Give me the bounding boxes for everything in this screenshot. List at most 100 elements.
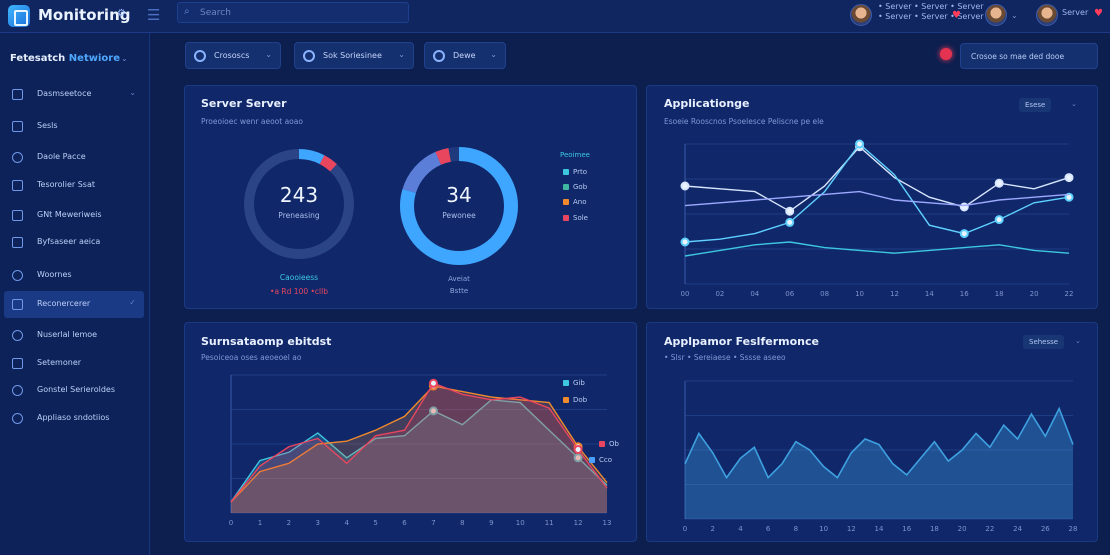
sidebar-item-label: Appliaso sndotiios [37,413,110,422]
filter-label: Sok Soriesinee [323,51,382,60]
gauge-2-stats: Bstte [449,287,469,295]
series-area [231,386,607,513]
data-point [573,453,583,463]
sidebar-item-network[interactable]: GNt Meweriweis [4,202,144,229]
filter-icon [303,50,315,62]
filter-label: Crososcs [214,51,250,60]
time-range-button[interactable]: Crosoe so mae ded dooe [960,43,1098,69]
sidebar-item-label: Reconercerer [37,299,91,308]
legend-title: Peoimee [560,151,590,159]
heart-icon[interactable]: ♥ [1094,8,1103,19]
panel-selector[interactable]: Sehesse [1023,335,1065,349]
gauge-arc-blue [244,149,354,259]
chevron-down-icon[interactable]: ⌄ [121,54,128,63]
data-point [959,229,969,239]
x-tick-label: 04 [750,290,759,298]
search-bar[interactable]: ⌕ [177,2,409,23]
chevron-down-icon[interactable]: ⌄ [1011,11,1018,20]
filter-button-1[interactable]: Crososcs ⌄ [185,42,281,69]
x-tick-label: 18 [995,290,1004,298]
search-input[interactable] [200,5,400,20]
chevron-icon: ✓ [129,298,136,307]
x-tick-label: 6 [766,525,771,533]
x-tick-label: 8 [460,519,464,527]
sidebar-item-dashboard[interactable]: Dasmseetoce ⌄ [4,81,144,108]
x-tick-label: 2 [710,525,714,533]
filter-label: Dewe [453,51,476,60]
series-area [231,399,607,513]
chevron-icon: ⌄ [129,88,136,97]
sidebar-item-resources[interactable]: Reconercerer ✓ [4,291,144,318]
sidebar-item-users[interactable]: Setemoner [4,350,144,377]
panel-subtitle: Pesoiceoa oses aeoeoel ao [201,353,302,362]
x-tick-label: 13 [603,519,612,527]
sidebar-item-schedule[interactable]: Nuserlal lemoe [4,322,144,349]
resources-icon [12,299,23,310]
gauge-2 [400,147,518,265]
x-tick-label: 26 [1041,525,1050,533]
sidebar-item-servers[interactable]: Sesls [4,113,144,140]
legend-item: Gob [563,183,587,191]
summary-panel: Surnsataomp ebitdst Pesoiceoa oses aeoeo… [184,322,637,542]
data-point [573,445,583,455]
legend-swatch [563,199,569,205]
network-icon [12,210,23,221]
filter-button-3[interactable]: Dewe ⌄ [424,42,506,69]
legend-swatch [589,457,595,463]
data-point [785,217,795,227]
data-point [785,206,795,216]
x-tick-label: 02 [715,290,724,298]
x-tick-label: 14 [875,525,884,533]
filter-button-2[interactable]: Sok Soriesinee ⌄ [294,42,414,69]
sidebar-item-general[interactable]: Gonstel Serieroldes [4,377,144,404]
series-area [685,408,1073,519]
sidebar-item-security[interactable]: Byfsaseer aeica [4,229,144,256]
sidebar-item-label: Byfsaseer aeica [37,237,101,246]
series-line [230,382,608,503]
sidebar-item-applications[interactable]: Appliaso sndotiios [4,405,144,432]
series-line [230,399,608,503]
gauge-2-label: Pewonee [442,211,476,220]
legend-label: Cco [599,456,613,464]
panel-subtitle: Proeoioec wenr aeoot aoao [201,117,303,126]
x-tick-label: 16 [902,525,911,533]
sidebar-heading[interactable]: Fetesatch Netwiore [10,53,120,64]
user-avatar[interactable] [1036,4,1058,26]
chevron-down-icon[interactable]: ⌄ [1071,100,1077,108]
x-tick-label: 22 [1065,290,1074,298]
dashboard-icon [12,89,23,100]
x-tick-label: 11 [545,519,554,527]
x-tick-label: 18 [930,525,939,533]
x-tick-label: 10 [855,290,864,298]
x-tick-label: 0 [229,519,233,527]
users-icon [12,358,23,369]
legend-swatch [563,215,569,221]
legend-label: Ano [573,198,587,206]
data-point [680,181,690,191]
data-point [428,378,438,388]
alert-indicator[interactable] [940,48,952,60]
legend-item: Cco [589,456,612,464]
sidebar-item-web[interactable]: Woornes [4,262,144,289]
shield-icon [12,237,23,248]
chevron-down-icon[interactable]: ⌄ [1075,337,1081,345]
avatar[interactable] [850,4,872,26]
applications-panel: Applicationge Esoeie Rooscnos Psoelesce … [646,85,1098,309]
sidebar-item-database[interactable]: Daole Pacce [4,144,144,171]
series-line [684,142,1070,243]
user-name[interactable]: Server [1062,8,1089,17]
gauge-2-caption: Aveiat [448,275,470,283]
menu-icon[interactable]: ☰ [147,6,161,24]
globe-icon [12,270,23,281]
applications-chart: 00 02 04 06 08 10 12 14 16 18 20 22 [680,139,1074,298]
user-avatar-secondary[interactable] [985,4,1007,26]
legend-swatch [563,184,569,190]
panel-title: Surnsataomp ebitdst [201,335,332,348]
legend-label: Ob [609,440,619,448]
x-tick-label: 20 [958,525,967,533]
favorite-icon[interactable]: ♥ [952,10,961,21]
panel-selector[interactable]: Esese [1019,98,1052,112]
sidebar-item-label: Gonstel Serieroldes [37,385,115,394]
sidebar-item-storage[interactable]: Tesorolier Ssat [4,172,144,199]
settings-icon[interactable]: ⚙ [117,8,126,19]
